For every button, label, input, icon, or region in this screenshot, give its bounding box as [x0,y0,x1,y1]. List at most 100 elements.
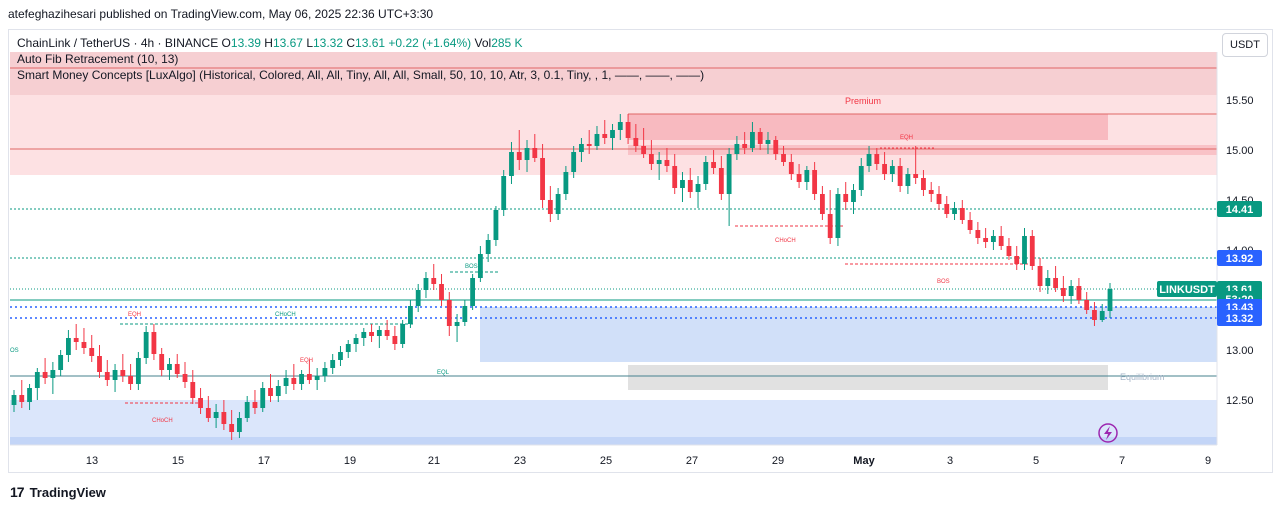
candle-body [27,388,32,402]
candle-body [819,194,825,214]
candle-body [423,278,429,290]
candle-body [687,180,693,192]
eqh-label-3: EQH [300,358,313,364]
candle-body [959,208,965,220]
candle-body [182,374,188,382]
legend-high: 13.67 [272,36,303,50]
candle-body [1029,236,1035,266]
candle-body [718,168,724,194]
candle-body [408,306,413,324]
eql-label: EQL [437,370,450,376]
bos-label-1: BOS [937,279,950,285]
candle-body [400,324,406,344]
candle-body [1037,266,1043,286]
legend-open-label: O [221,36,231,50]
candle-body [1107,289,1113,311]
candle-body [742,144,748,148]
publisher-header: atefeghazihesari published on TradingVie… [8,7,434,21]
price-badge-1332-bg [1217,310,1262,326]
price-badge-1332: 13.32 [1226,313,1254,325]
candle-body [1076,286,1082,300]
candle-body [260,388,266,408]
candle-body [882,164,887,174]
candle-body [353,338,359,344]
candle-body [361,332,367,338]
x-tick-label: 19 [344,455,356,467]
x-tick-label: 17 [258,455,270,467]
candle-body [586,144,592,146]
legend-low: 13.32 [313,36,344,50]
candle-body [843,194,849,202]
symbol-badge: LINKUSDT [1159,284,1215,296]
candle-body [858,166,864,190]
candle-body [244,402,250,418]
candle-body [547,200,553,214]
candle-body [928,190,934,194]
candle-body [174,364,180,374]
candle-body [804,170,810,182]
candle-body [19,395,25,402]
equilibrium-label: Equilibrium [1120,372,1165,382]
symbol-badge-bg [1157,281,1217,297]
candle-body [135,358,141,384]
candle-body [563,172,569,194]
indicator-smc[interactable]: Smart Money Concepts [LuxAlgo] (Historic… [17,68,705,82]
candle-body [812,170,818,194]
candle-body [641,146,647,154]
premium-order-block [628,114,1108,140]
candle-body [384,330,390,336]
candle-body [889,166,895,174]
candle-body [1022,236,1027,264]
x-tick-label: 27 [686,455,698,467]
candle-body [306,374,312,380]
candle-body [11,395,17,405]
x-tick-label: May [853,455,875,467]
price-badge-1392-bg [1217,250,1262,266]
y-tick-label: 15.00 [1226,145,1254,157]
lightning-icon-bolt [1104,426,1112,440]
equilibrium-block [628,365,1108,390]
candle-body [1060,288,1066,296]
candle-body [314,376,320,380]
lightning-icon [1098,423,1118,443]
candle-body [680,180,685,188]
candle-body [998,236,1004,246]
legend-close-label: C [346,36,356,50]
candle-body [765,140,771,144]
candle-body [167,364,172,370]
candle-body [151,332,157,354]
candle-body [750,132,755,148]
price-badge-1441-bg [1217,201,1262,217]
candle-body [936,194,942,204]
candle-body [648,154,654,164]
candle-body [252,402,258,408]
tradingview-logo-icon: 17 [10,484,25,500]
candle-body [625,122,631,138]
premium-order-block-2 [628,145,1217,155]
indicator-fib[interactable]: Auto Fib Retracement (10, 13) [17,52,179,66]
candle-body [34,372,40,388]
candle-body [275,386,281,396]
candle-body [1014,256,1020,264]
candle-body [42,372,48,378]
candle-body [81,342,87,348]
legend-symbol[interactable]: ChainLink / TetherUS · 4h · BINANCE [17,36,219,50]
x-tick-label: 23 [514,455,526,467]
currency-button[interactable]: USDT [1222,33,1268,57]
candle-body [345,344,351,352]
candle-body [330,360,336,368]
candle-body [120,370,126,376]
candle-body [952,208,957,214]
y-tick-label: 13.00 [1226,345,1254,357]
y-tick-label: 12.50 [1226,395,1254,407]
demand-block [480,307,1217,362]
candle-body [851,190,856,202]
candle-body [431,278,437,284]
price-badge-1392: 13.92 [1226,253,1254,265]
candle-body [944,204,950,214]
candle-body [788,162,794,174]
legend-close: 13.61 [355,36,386,50]
footer-brand[interactable]: 17 TradingView [10,484,106,500]
choch-label-1: CHoCH [775,238,796,244]
